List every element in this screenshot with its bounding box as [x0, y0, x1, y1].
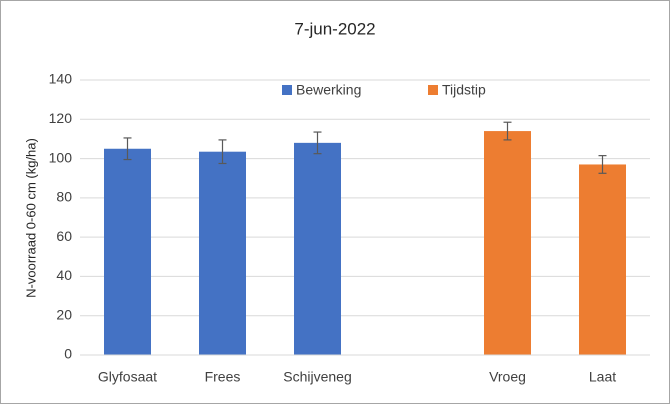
legend-label: Bewerking [296, 82, 361, 98]
y-tick-label: 140 [49, 71, 73, 87]
bar [199, 151, 246, 355]
bar [484, 131, 531, 355]
legend-label: Tijdstip [442, 82, 486, 98]
y-tick-label: 60 [56, 228, 72, 244]
y-tick-label: 20 [56, 306, 72, 322]
y-tick-label: 0 [64, 346, 72, 362]
x-tick-label: Frees [205, 369, 241, 385]
y-tick-label: 80 [56, 189, 72, 205]
bar [104, 148, 151, 355]
y-tick-label: 100 [49, 149, 73, 165]
y-tick-label: 40 [56, 267, 72, 283]
x-tick-label: Glyfosaat [98, 369, 157, 385]
x-tick-label: Vroeg [489, 369, 526, 385]
x-tick-label: Schijveneg [283, 369, 352, 385]
legend-swatch [428, 85, 438, 95]
bar [294, 142, 341, 355]
y-tick-label: 120 [49, 110, 73, 126]
x-tick-label: Laat [589, 369, 616, 385]
bar [579, 164, 626, 355]
legend-swatch [282, 85, 292, 95]
chart-title: 7-jun-2022 [294, 19, 375, 38]
y-axis-label: N-voorraad 0-60 cm (kg/ha) [23, 138, 38, 298]
